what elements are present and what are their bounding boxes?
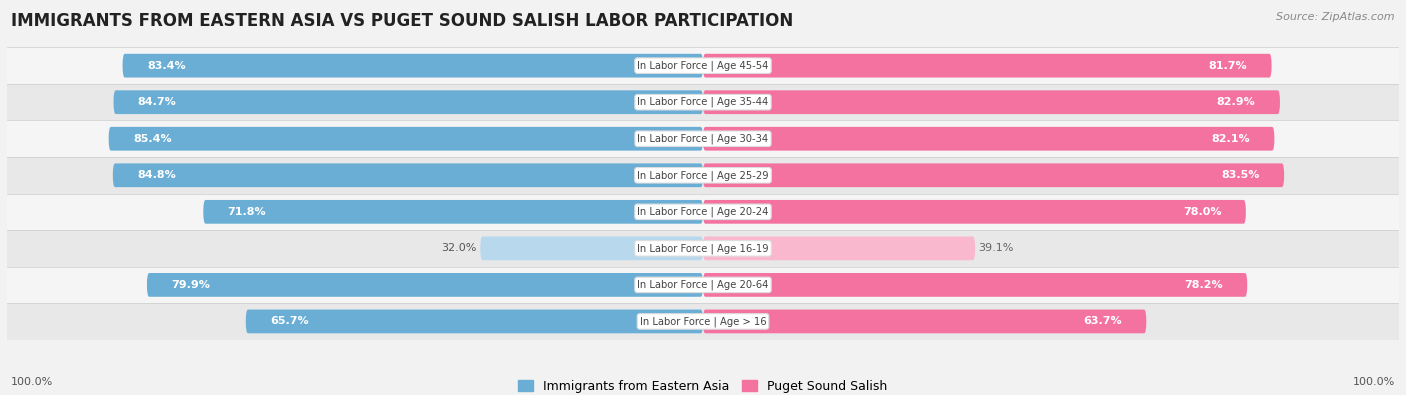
Text: 71.8%: 71.8% xyxy=(228,207,266,217)
Text: 65.7%: 65.7% xyxy=(270,316,309,326)
FancyBboxPatch shape xyxy=(703,273,1247,297)
Text: 82.1%: 82.1% xyxy=(1212,134,1250,144)
Text: IMMIGRANTS FROM EASTERN ASIA VS PUGET SOUND SALISH LABOR PARTICIPATION: IMMIGRANTS FROM EASTERN ASIA VS PUGET SO… xyxy=(11,12,793,30)
Text: In Labor Force | Age 25-29: In Labor Force | Age 25-29 xyxy=(637,170,769,181)
Text: In Labor Force | Age 16-19: In Labor Force | Age 16-19 xyxy=(637,243,769,254)
FancyBboxPatch shape xyxy=(703,237,976,260)
Text: 100.0%: 100.0% xyxy=(11,377,53,387)
Text: 78.0%: 78.0% xyxy=(1182,207,1222,217)
Bar xyxy=(7,84,1399,120)
Text: 39.1%: 39.1% xyxy=(979,243,1014,253)
FancyBboxPatch shape xyxy=(114,90,703,114)
Text: 79.9%: 79.9% xyxy=(172,280,209,290)
Text: 81.7%: 81.7% xyxy=(1209,61,1247,71)
Text: In Labor Force | Age > 16: In Labor Force | Age > 16 xyxy=(640,316,766,327)
Bar xyxy=(7,230,1399,267)
FancyBboxPatch shape xyxy=(703,164,1284,187)
Text: 84.8%: 84.8% xyxy=(138,170,176,180)
Bar xyxy=(7,47,1399,84)
Text: 84.7%: 84.7% xyxy=(138,97,177,107)
Text: In Labor Force | Age 20-64: In Labor Force | Age 20-64 xyxy=(637,280,769,290)
Text: In Labor Force | Age 20-24: In Labor Force | Age 20-24 xyxy=(637,207,769,217)
Bar xyxy=(7,157,1399,194)
FancyBboxPatch shape xyxy=(703,200,1246,224)
FancyBboxPatch shape xyxy=(204,200,703,224)
Text: 85.4%: 85.4% xyxy=(134,134,172,144)
Bar xyxy=(7,194,1399,230)
FancyBboxPatch shape xyxy=(122,54,703,77)
FancyBboxPatch shape xyxy=(703,127,1274,150)
FancyBboxPatch shape xyxy=(246,310,703,333)
Text: 82.9%: 82.9% xyxy=(1216,97,1256,107)
Text: 83.4%: 83.4% xyxy=(146,61,186,71)
Bar xyxy=(7,120,1399,157)
FancyBboxPatch shape xyxy=(146,273,703,297)
Text: Source: ZipAtlas.com: Source: ZipAtlas.com xyxy=(1277,12,1395,22)
Text: 78.2%: 78.2% xyxy=(1184,280,1223,290)
Text: In Labor Force | Age 35-44: In Labor Force | Age 35-44 xyxy=(637,97,769,107)
Bar xyxy=(7,303,1399,340)
Text: 63.7%: 63.7% xyxy=(1084,316,1122,326)
FancyBboxPatch shape xyxy=(108,127,703,150)
FancyBboxPatch shape xyxy=(112,164,703,187)
Text: 100.0%: 100.0% xyxy=(1353,377,1395,387)
Legend: Immigrants from Eastern Asia, Puget Sound Salish: Immigrants from Eastern Asia, Puget Soun… xyxy=(513,375,893,395)
FancyBboxPatch shape xyxy=(703,310,1146,333)
FancyBboxPatch shape xyxy=(703,90,1279,114)
FancyBboxPatch shape xyxy=(481,237,703,260)
Bar xyxy=(7,267,1399,303)
Text: In Labor Force | Age 30-34: In Labor Force | Age 30-34 xyxy=(637,134,769,144)
Text: 32.0%: 32.0% xyxy=(441,243,477,253)
FancyBboxPatch shape xyxy=(703,54,1271,77)
Text: 83.5%: 83.5% xyxy=(1222,170,1260,180)
Text: In Labor Force | Age 45-54: In Labor Force | Age 45-54 xyxy=(637,60,769,71)
